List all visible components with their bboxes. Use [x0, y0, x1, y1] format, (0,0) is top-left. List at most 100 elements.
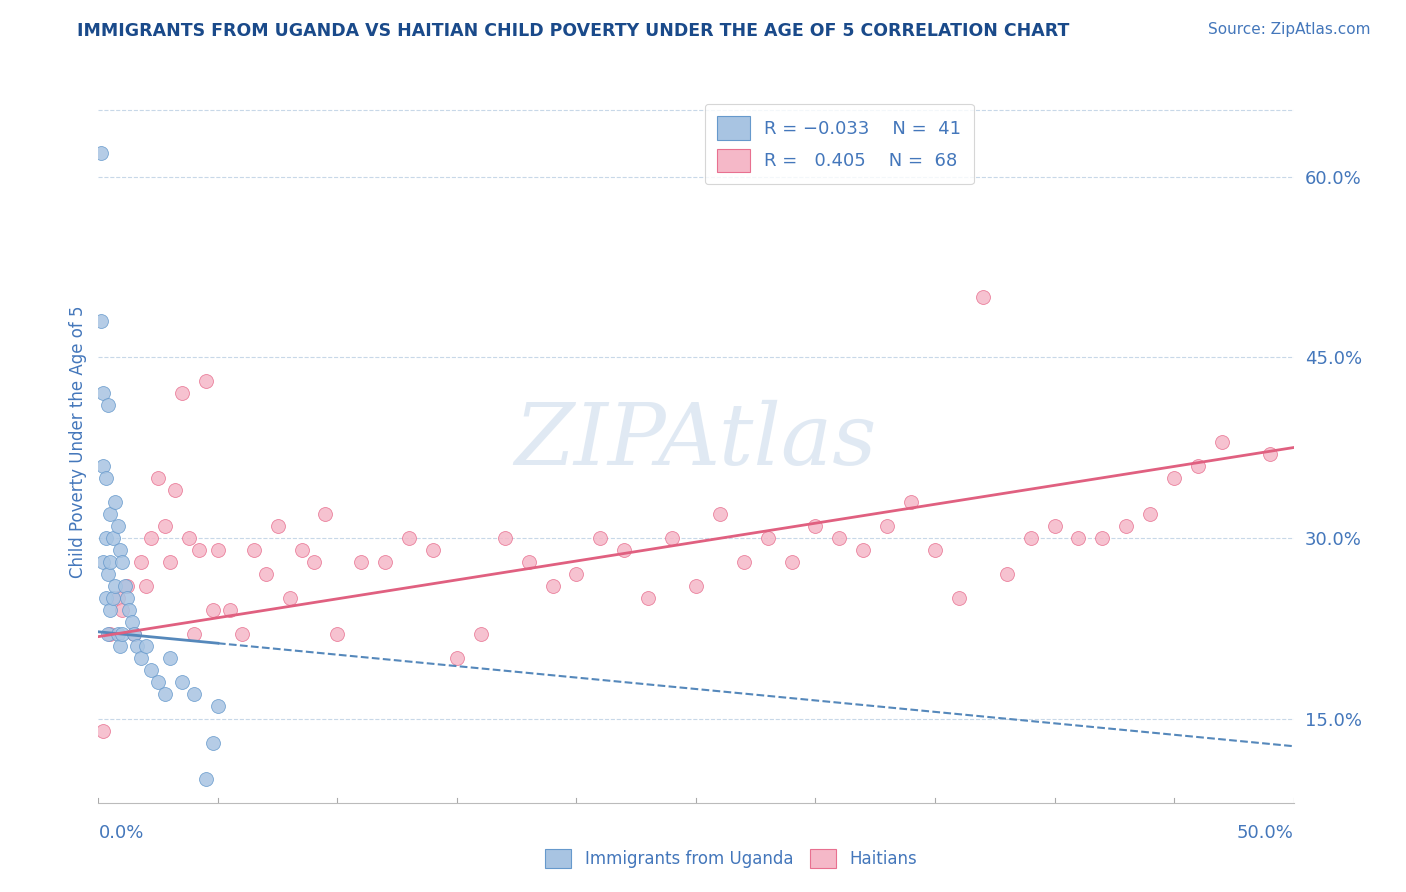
Text: ZIPAtlas: ZIPAtlas [515, 401, 877, 483]
Point [541, 579, 564, 593]
Point [685, 579, 707, 593]
Point [202, 735, 225, 749]
Point [1067, 531, 1090, 545]
Point [107, 519, 129, 533]
Point [135, 639, 157, 653]
Point [124, 627, 146, 641]
Point [202, 603, 225, 617]
Point [219, 603, 242, 617]
Point [733, 555, 755, 569]
Point [517, 555, 540, 569]
Point [94, 471, 117, 485]
Point [108, 639, 131, 653]
Point [278, 591, 301, 606]
Point [124, 627, 146, 641]
Text: IMMIGRANTS FROM UGANDA VS HAITIAN CHILD POVERTY UNDER THE AGE OF 5 CORRELATION C: IMMIGRANTS FROM UGANDA VS HAITIAN CHILD … [77, 22, 1070, 40]
Point [148, 675, 170, 690]
Point [101, 531, 124, 545]
Point [135, 579, 157, 593]
Point [852, 542, 875, 557]
Point [231, 627, 253, 641]
Point [131, 555, 153, 569]
Point [267, 519, 290, 533]
Point [114, 579, 136, 593]
Point [155, 519, 177, 533]
Point [828, 531, 851, 545]
Point [302, 555, 325, 569]
Point [172, 386, 194, 401]
Point [104, 494, 127, 508]
Point [637, 591, 659, 606]
Point [90, 314, 112, 328]
Point [183, 627, 205, 641]
Point [98, 555, 122, 569]
Y-axis label: Child Poverty Under the Age of 5: Child Poverty Under the Age of 5 [69, 305, 87, 578]
Point [1019, 531, 1042, 545]
Point [243, 542, 266, 557]
Point [254, 567, 277, 582]
Point [565, 567, 588, 582]
Point [995, 567, 1018, 582]
Point [91, 386, 114, 401]
Legend: R = −0.033    N =  41, R =   0.405    N =  68: R = −0.033 N = 41, R = 0.405 N = 68 [704, 103, 974, 185]
Point [876, 519, 898, 533]
Point [195, 375, 218, 389]
Point [107, 591, 129, 606]
Point [101, 591, 124, 606]
Point [1211, 434, 1233, 449]
Point [756, 531, 779, 545]
Point [1043, 519, 1066, 533]
Point [494, 531, 516, 545]
Point [118, 603, 141, 617]
Point [104, 579, 127, 593]
Point [97, 398, 120, 412]
Point [121, 615, 143, 630]
Point [111, 555, 134, 569]
Point [661, 531, 683, 545]
Point [350, 555, 373, 569]
Point [374, 555, 396, 569]
Point [924, 542, 946, 557]
Point [398, 531, 420, 545]
Point [179, 531, 201, 545]
Point [172, 675, 194, 690]
Point [613, 542, 636, 557]
Point [94, 591, 117, 606]
Point [780, 555, 803, 569]
Point [1091, 531, 1114, 545]
Point [90, 145, 112, 160]
Point [91, 555, 114, 569]
Point [1258, 446, 1281, 460]
Point [195, 772, 218, 786]
Point [91, 458, 114, 473]
Point [107, 627, 129, 641]
Point [804, 519, 827, 533]
Point [446, 651, 468, 665]
Point [589, 531, 612, 545]
Point [291, 542, 314, 557]
Point [97, 627, 120, 641]
Point [422, 542, 444, 557]
Point [207, 542, 229, 557]
Point [98, 507, 122, 521]
Point [155, 687, 177, 701]
Point [91, 723, 114, 738]
Point [315, 507, 337, 521]
Point [183, 687, 205, 701]
Point [98, 603, 122, 617]
Point [470, 627, 492, 641]
Legend: Immigrants from Uganda, Haitians: Immigrants from Uganda, Haitians [538, 842, 924, 875]
Point [163, 483, 186, 497]
Point [948, 591, 970, 606]
Text: 0.0%: 0.0% [98, 824, 143, 842]
Point [159, 651, 181, 665]
Point [187, 542, 209, 557]
Point [1163, 471, 1185, 485]
Point [98, 627, 122, 641]
Point [900, 494, 922, 508]
Point [148, 471, 170, 485]
Point [111, 603, 134, 617]
Point [972, 290, 994, 304]
Point [94, 531, 117, 545]
Point [125, 639, 148, 653]
